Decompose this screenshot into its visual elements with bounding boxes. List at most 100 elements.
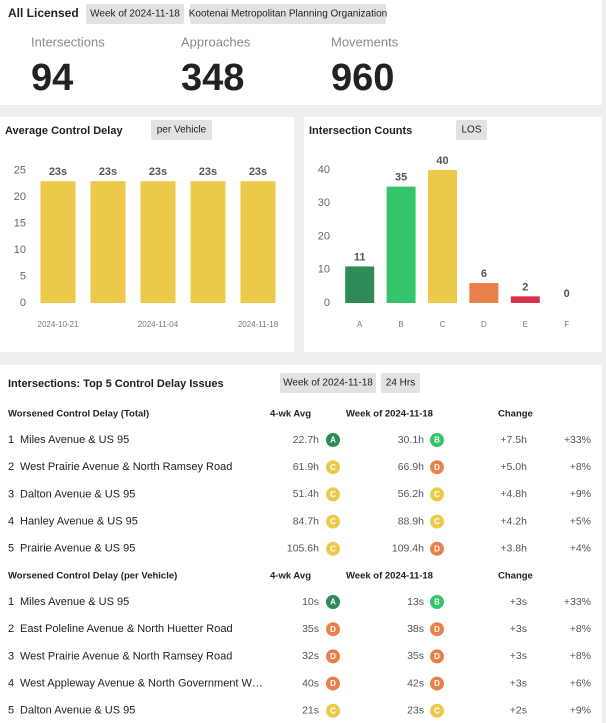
data-label: 6 xyxy=(481,268,487,280)
los-badge xyxy=(326,622,340,637)
filter-pill[interactable] xyxy=(280,373,376,393)
filter-pill-label[interactable]: Week of 2024-11-18 xyxy=(90,9,180,20)
filter-pill-label[interactable]: 24 Hrs xyxy=(386,378,415,389)
table-title: Intersections: Top 5 Control Delay Issue… xyxy=(8,378,224,390)
column-header: 4-wk Avg xyxy=(270,571,311,582)
row-change: +3s xyxy=(510,650,527,662)
row-name: West Prairie Avenue & North Ramsey Road xyxy=(20,461,232,473)
los-badge xyxy=(326,514,340,529)
los-badge-label: D xyxy=(330,625,336,634)
los-badge-label: D xyxy=(434,652,440,661)
kpi-label: Intersections xyxy=(31,34,105,49)
y-tick-label: 25 xyxy=(14,164,26,176)
row-avg: 105.6h xyxy=(287,543,319,555)
row-week: 38s xyxy=(407,623,424,635)
los-badge xyxy=(430,649,444,664)
los-badge xyxy=(430,676,444,691)
table-card xyxy=(0,365,602,723)
filter-pill-label[interactable]: per Vehicle xyxy=(157,125,207,136)
row-pct: +33% xyxy=(564,596,591,608)
los-badge-label: D xyxy=(434,625,440,634)
column-header: Worsened Control Delay (Total) xyxy=(8,409,149,420)
row-rank: 2 xyxy=(8,623,14,635)
row-week: 88.9h xyxy=(398,515,424,527)
los-badge xyxy=(326,433,340,447)
x-tick-label: D xyxy=(481,320,487,329)
los-badge-label: C xyxy=(434,517,440,526)
row-week: 56.2h xyxy=(398,488,424,500)
los-badge xyxy=(430,433,444,447)
bar xyxy=(40,181,76,303)
bar xyxy=(510,296,540,303)
x-tick-label: F xyxy=(564,320,569,329)
column-header: Worsened Control Delay (per Vehicle) xyxy=(8,571,177,582)
los-badge xyxy=(326,541,340,556)
row-pct: +4% xyxy=(570,543,591,555)
data-label: 23s xyxy=(99,166,117,178)
row-change: +4.2h xyxy=(500,515,527,527)
row-change: +3.8h xyxy=(500,543,527,555)
filter-pill-label[interactable]: LOS xyxy=(461,125,481,136)
row-change: +3s xyxy=(510,677,527,689)
row-rank: 1 xyxy=(8,596,14,608)
data-label: 40 xyxy=(436,155,448,167)
row-avg: 22.7h xyxy=(293,434,319,446)
los-badge-label: B xyxy=(434,436,440,445)
y-tick-label: 20 xyxy=(14,191,26,203)
bar xyxy=(386,186,416,303)
filter-pill[interactable] xyxy=(456,120,487,140)
y-tick-label: 0 xyxy=(20,297,26,309)
row-name: Prairie Avenue & US 95 xyxy=(20,543,135,555)
row-change: +4.8h xyxy=(500,488,527,500)
los-badge xyxy=(430,487,444,502)
x-tick-label: 2024-11-18 xyxy=(238,320,279,329)
row-pct: +9% xyxy=(570,705,591,717)
los-badge-label: C xyxy=(330,544,336,553)
y-tick-label: 30 xyxy=(318,197,330,209)
x-tick-label: E xyxy=(523,320,528,329)
los-badge-label: C xyxy=(434,706,440,715)
kpi-value: 94 xyxy=(31,57,73,99)
kpi-label: Approaches xyxy=(181,34,251,49)
bar xyxy=(190,181,226,303)
row-rank: 3 xyxy=(8,488,14,500)
data-label: 35 xyxy=(395,172,407,184)
filter-pill-label[interactable]: Kootenai Metropolitan Planning Organizat… xyxy=(189,9,387,20)
row-week: 13s xyxy=(407,596,424,608)
row-rank: 5 xyxy=(8,543,14,555)
los-badge xyxy=(430,595,444,609)
row-pct: +8% xyxy=(570,650,591,662)
filter-pill-label[interactable]: Week of 2024-11-18 xyxy=(283,378,373,389)
los-badge xyxy=(326,676,340,691)
chart-title: Average Control Delay xyxy=(5,125,123,137)
data-label: 0 xyxy=(564,288,570,300)
row-rank: 2 xyxy=(8,461,14,473)
y-tick-label: 0 xyxy=(324,297,330,309)
row-avg: 61.9h xyxy=(293,461,319,473)
row-name: Hanley Avenue & US 95 xyxy=(20,516,138,528)
row-pct: +6% xyxy=(570,677,591,689)
filter-pill[interactable] xyxy=(86,4,184,24)
row-name: West Appleway Avenue & North Government … xyxy=(20,678,263,690)
los-badge xyxy=(326,595,340,609)
y-tick-label: 10 xyxy=(14,244,26,256)
filter-pill[interactable] xyxy=(151,120,212,140)
los-badge xyxy=(430,541,444,556)
los-badge-label: B xyxy=(434,598,440,607)
los-badge xyxy=(326,487,340,502)
bar xyxy=(345,266,375,303)
los-badge-label: D xyxy=(434,544,440,553)
filter-pill[interactable] xyxy=(190,4,386,24)
bar xyxy=(428,169,457,303)
y-tick-label: 10 xyxy=(318,264,330,276)
los-badge xyxy=(430,460,444,475)
column-header: Week of 2024-11-18 xyxy=(346,409,433,420)
filter-pill[interactable] xyxy=(381,373,420,393)
row-name: East Poleline Avenue & North Huetter Roa… xyxy=(20,623,233,635)
los-badge-label: A xyxy=(330,598,336,607)
data-label: 23s xyxy=(199,166,217,178)
x-tick-label: C xyxy=(440,320,446,329)
los-badge-label: D xyxy=(434,463,440,472)
column-header: Change xyxy=(498,571,533,582)
